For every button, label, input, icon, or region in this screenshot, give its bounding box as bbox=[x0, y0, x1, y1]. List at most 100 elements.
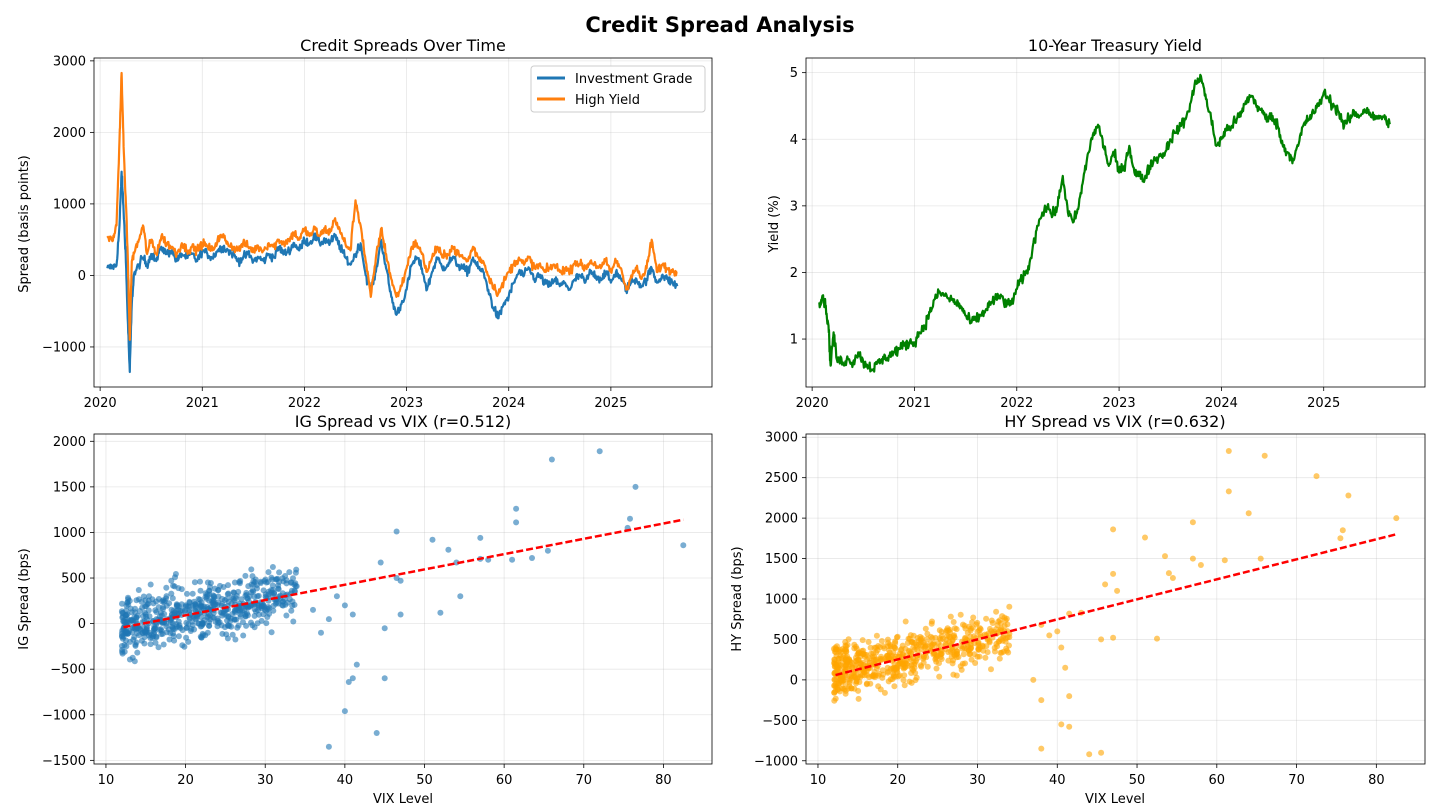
scatter-point bbox=[983, 615, 990, 622]
scatter-point bbox=[265, 588, 272, 595]
x-tick-label: 10 bbox=[98, 773, 115, 788]
scatter-point bbox=[1337, 535, 1344, 542]
scatter-point bbox=[895, 673, 902, 680]
legend-label-high-yield: High Yield bbox=[575, 93, 640, 108]
panel-title: IG Spread vs VIX (r=0.512) bbox=[295, 412, 512, 431]
scatter-point bbox=[848, 685, 855, 692]
scatter-point bbox=[868, 650, 875, 657]
scatter-point bbox=[166, 600, 173, 607]
scatter-point bbox=[1058, 721, 1065, 728]
scatter-point bbox=[126, 597, 133, 604]
scatter-point bbox=[936, 627, 943, 634]
scatter-point bbox=[890, 643, 897, 650]
scatter-point bbox=[158, 631, 165, 638]
scatter-point bbox=[509, 556, 516, 563]
scatter-point bbox=[206, 597, 213, 604]
scatter-point bbox=[186, 603, 193, 610]
scatter-point bbox=[992, 626, 999, 633]
scatter-point bbox=[875, 672, 882, 679]
y-tick-label: 1500 bbox=[53, 480, 86, 495]
scatter-point bbox=[445, 546, 452, 553]
credit-spreads-panel: Credit Spreads Over Time Spread (basis p… bbox=[17, 36, 713, 411]
scatter-point bbox=[968, 625, 974, 632]
scatter-point bbox=[975, 639, 982, 646]
scatter-point bbox=[373, 730, 380, 736]
scatter-point bbox=[149, 596, 156, 603]
x-tick-label: 2023 bbox=[390, 396, 423, 411]
plot-area bbox=[118, 448, 687, 750]
y-tick-label: 1500 bbox=[765, 552, 798, 567]
scatter-point bbox=[245, 583, 252, 590]
scatter-point bbox=[242, 572, 249, 579]
scatter-point bbox=[974, 619, 981, 626]
scatter-point bbox=[848, 674, 855, 681]
scatter-point bbox=[272, 600, 279, 607]
scatter-point bbox=[548, 456, 555, 463]
scatter-point bbox=[134, 612, 141, 619]
scatter-point bbox=[993, 608, 1000, 615]
scatter-point bbox=[998, 625, 1005, 632]
scatter-point bbox=[381, 625, 388, 632]
scatter-point bbox=[513, 505, 520, 512]
scatter-point bbox=[529, 555, 535, 561]
scatter-point bbox=[1257, 555, 1264, 562]
scatter-point bbox=[147, 641, 154, 648]
scatter-point bbox=[982, 654, 989, 661]
scatter-point bbox=[191, 579, 198, 586]
x-tick-label: 80 bbox=[655, 773, 672, 788]
scatter-point bbox=[485, 556, 492, 563]
scatter-point bbox=[1102, 581, 1109, 588]
scatter-point bbox=[596, 448, 603, 455]
scatter-point bbox=[632, 483, 639, 490]
scatter-point bbox=[141, 640, 148, 647]
scatter-point bbox=[381, 675, 388, 682]
scatter-point bbox=[129, 617, 136, 624]
x-axis-label: VIX Level bbox=[1085, 792, 1145, 807]
x-tick-label: 40 bbox=[1049, 773, 1066, 788]
scatter-point bbox=[251, 606, 258, 613]
scatter-point bbox=[310, 606, 316, 613]
scatter-point bbox=[147, 581, 154, 588]
scatter-point bbox=[901, 682, 908, 689]
scatter-point bbox=[236, 579, 243, 585]
y-tick-label: −1000 bbox=[42, 340, 86, 355]
scatter-point bbox=[906, 678, 913, 685]
scatter-point bbox=[134, 630, 141, 637]
y-tick-label: 1 bbox=[790, 333, 798, 348]
scatter-point bbox=[155, 644, 162, 651]
x-tick-label: 2020 bbox=[796, 396, 829, 411]
y-tick-label: 3000 bbox=[765, 431, 798, 446]
scatter-point bbox=[183, 634, 190, 641]
scatter-point bbox=[1030, 676, 1037, 683]
scatter-point bbox=[950, 619, 957, 625]
scatter-point bbox=[134, 649, 141, 656]
scatter-point bbox=[976, 625, 983, 632]
scatter-point bbox=[1142, 534, 1148, 541]
scatter-point bbox=[892, 666, 899, 673]
scatter-point bbox=[217, 582, 223, 589]
scatter-point bbox=[153, 622, 159, 629]
x-tick-label: 2020 bbox=[84, 396, 117, 411]
plot-area bbox=[830, 448, 1400, 758]
scatter-point bbox=[938, 651, 945, 658]
scatter-point bbox=[128, 609, 135, 616]
scatter-point bbox=[244, 612, 251, 619]
scatter-point bbox=[123, 602, 130, 609]
scatter-point bbox=[929, 635, 936, 641]
scatter-point bbox=[264, 614, 271, 620]
y-tick-label: 5 bbox=[790, 66, 798, 81]
scatter-point bbox=[123, 607, 130, 614]
scatter-point bbox=[918, 646, 925, 653]
x-tick-label: 50 bbox=[1129, 773, 1146, 788]
scatter-point bbox=[897, 647, 904, 654]
scatter-point bbox=[1066, 693, 1073, 700]
scatter-point bbox=[1066, 723, 1073, 730]
scatter-point bbox=[160, 604, 167, 611]
scatter-point bbox=[288, 607, 295, 614]
scatter-point bbox=[933, 665, 940, 672]
x-tick-label: 2022 bbox=[288, 396, 321, 411]
scatter-point bbox=[197, 603, 204, 610]
scatter-point bbox=[963, 646, 970, 652]
scatter-point bbox=[1110, 570, 1117, 577]
scatter-point bbox=[968, 656, 975, 663]
